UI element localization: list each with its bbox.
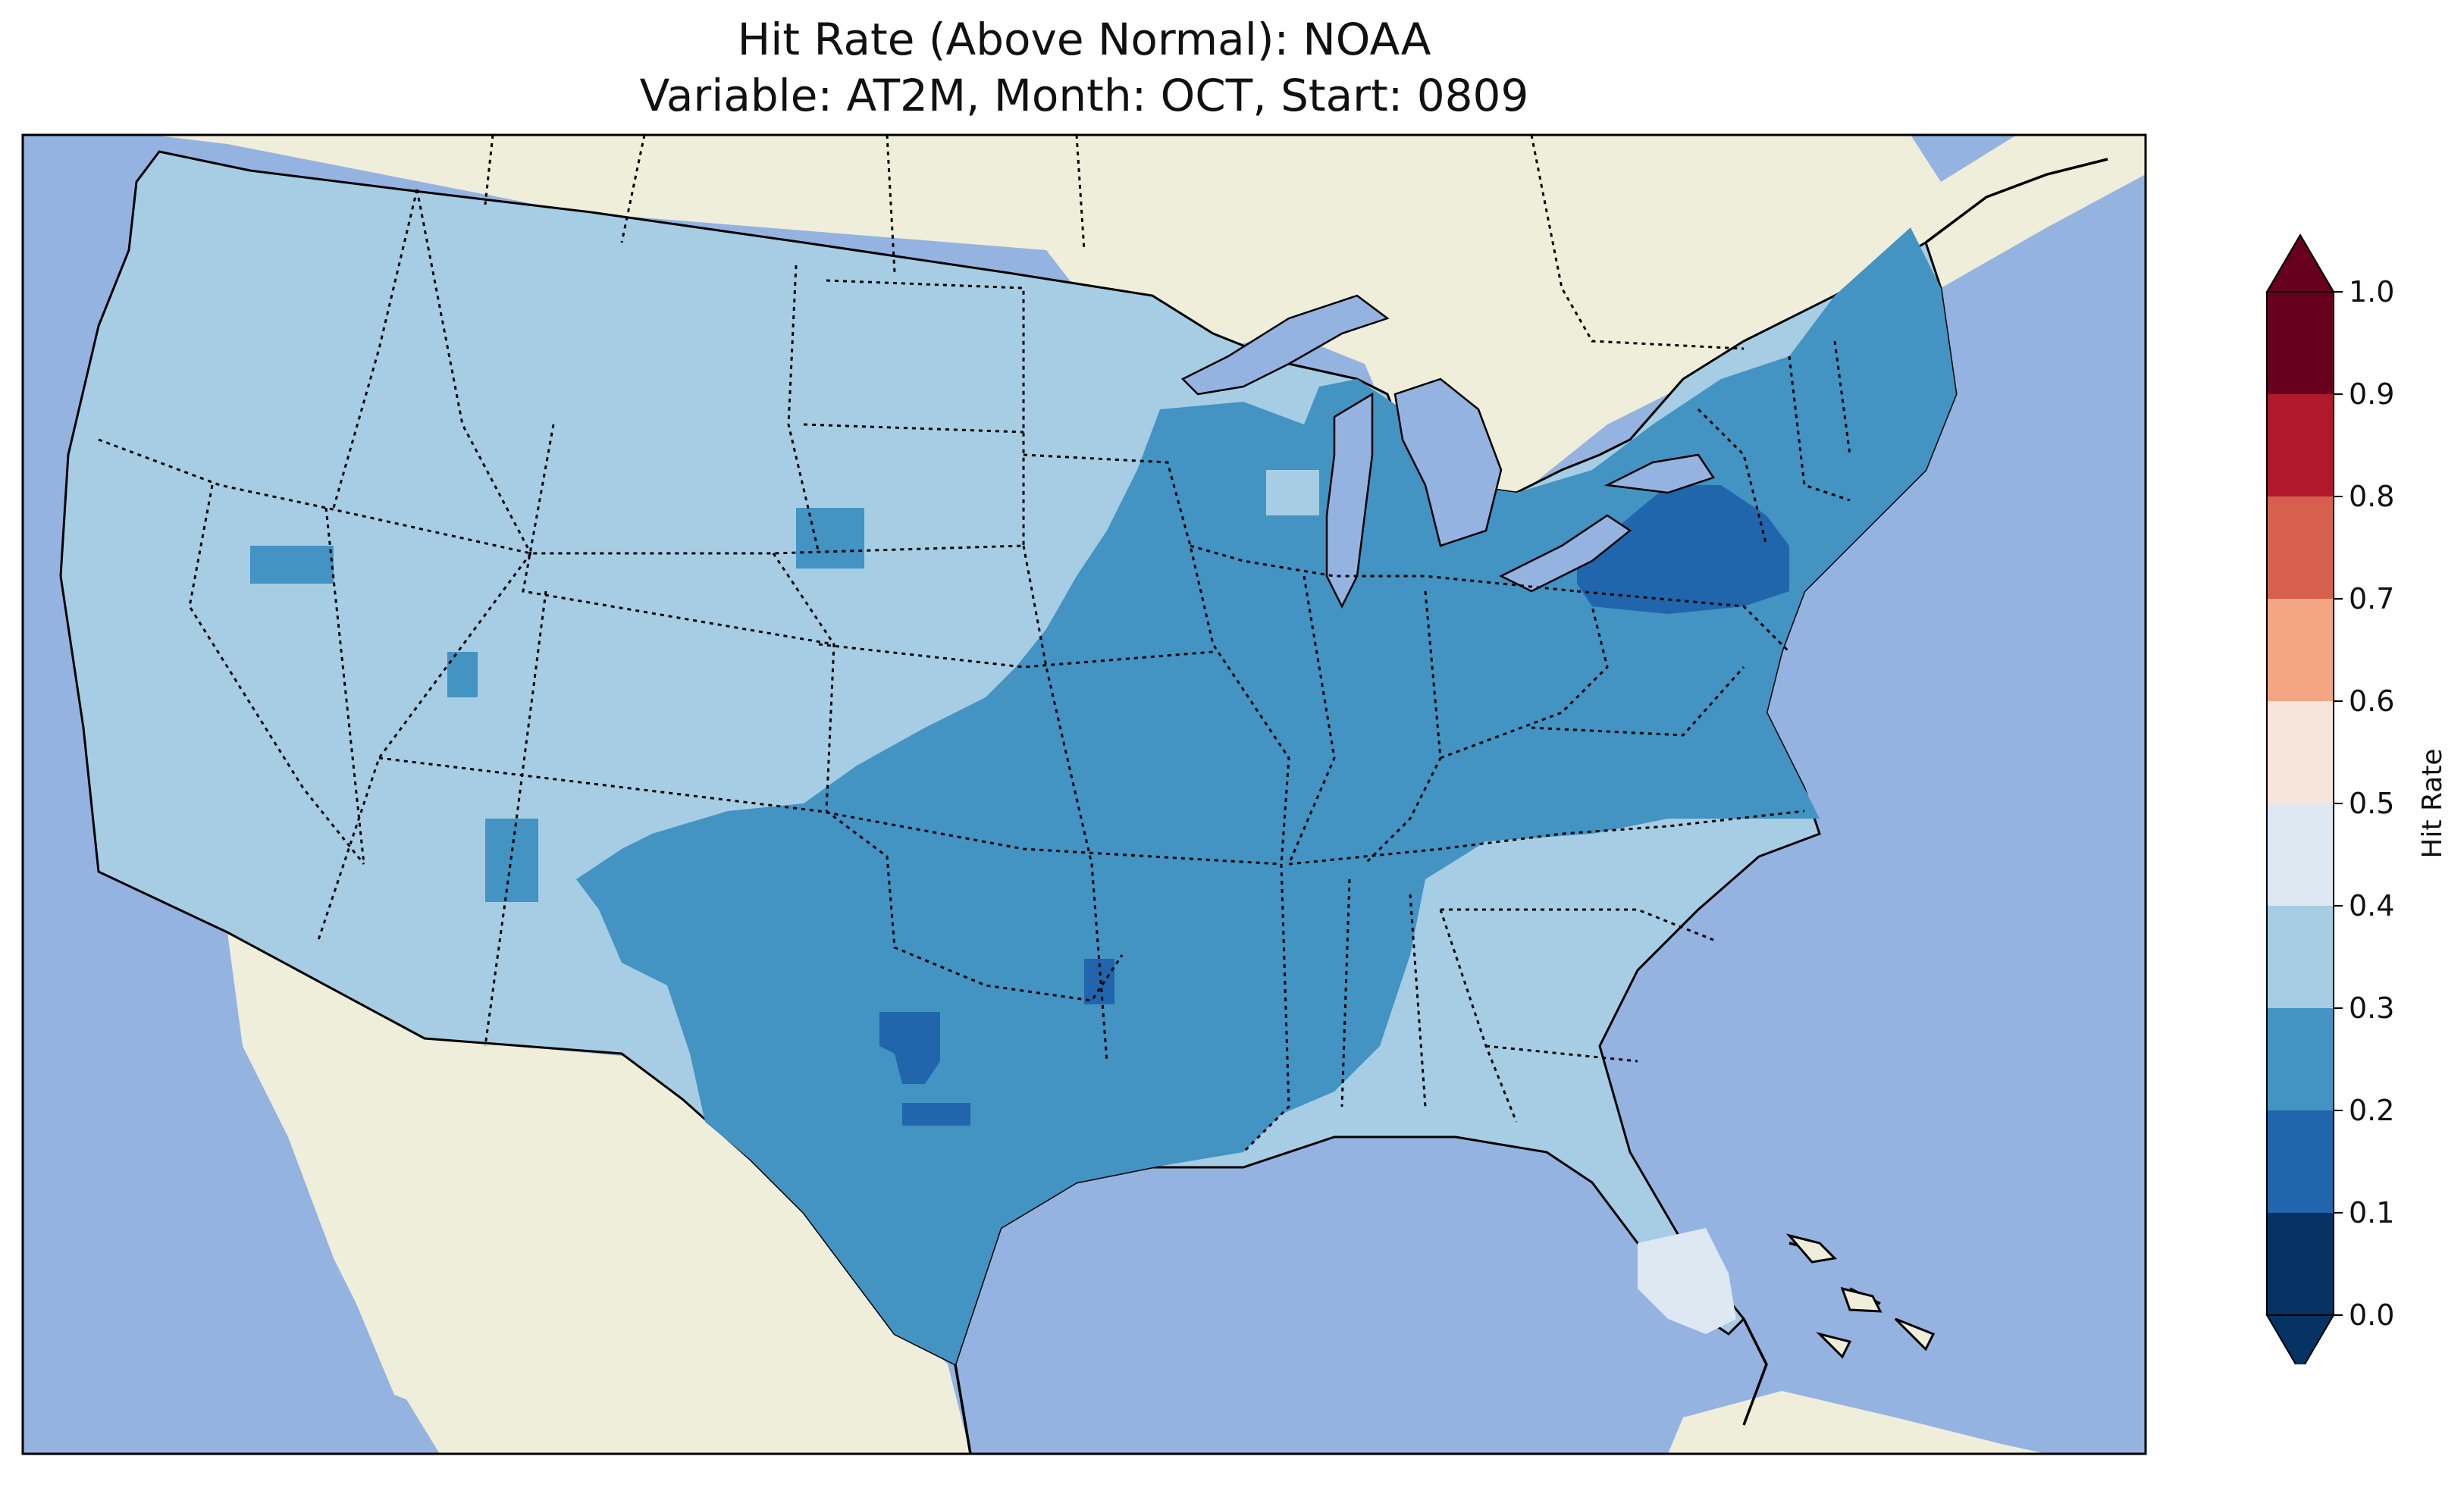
- colorbar-extend-max: [2265, 233, 2335, 293]
- lake-huron: [1393, 377, 1503, 547]
- colorbar-tick-label: 0.1: [2349, 1196, 2394, 1229]
- west-patch-2: [447, 652, 478, 697]
- colorbar-bin-2: [2267, 1008, 2334, 1110]
- colorbar-bin-9: [2267, 292, 2334, 394]
- colorbar-bin-0: [2267, 1213, 2334, 1315]
- mexico-land: [227, 932, 970, 1454]
- colorbar-tick-label: 0.9: [2349, 377, 2394, 411]
- colorbar-bins: [2265, 233, 2335, 1364]
- cuba-land: [1668, 1391, 2047, 1454]
- lake-superior: [1180, 294, 1390, 396]
- colorbar-extend-min: [2265, 1314, 2335, 1364]
- colorbar-bin-5: [2267, 701, 2334, 803]
- fl-region-lightest: [1638, 1228, 1736, 1334]
- lake-erie: [1499, 514, 1632, 593]
- colorbar-label: Hit Rate: [2417, 748, 2448, 858]
- bahamas-islands: [1785, 1233, 1936, 1359]
- map-subtitle: Variable: AT2M, Month: OCT, Start: 0809: [639, 70, 1529, 121]
- tx-patch-dark-2: [902, 1103, 970, 1126]
- colorbar-bin-6: [2267, 599, 2334, 701]
- colorbar-bin-8: [2267, 394, 2334, 496]
- colorbar-tick-label: 0.6: [2349, 684, 2394, 718]
- colorbar-tick-label: 0.0: [2349, 1298, 2394, 1332]
- baja-land: [227, 932, 432, 1410]
- lake-ontario: [1603, 453, 1715, 494]
- colorbar-bin-7: [2267, 496, 2334, 599]
- state-borders: [98, 189, 1851, 1154]
- map-title: Hit Rate (Above Normal): NOAA: [737, 14, 1431, 65]
- colorbar-bin-4: [2267, 803, 2334, 906]
- colorbar-tick-label: 0.5: [2349, 787, 2394, 820]
- west-patch-3: [796, 508, 864, 568]
- map-frame: [21, 133, 2147, 1455]
- tx-patch-dark-1: [879, 1012, 940, 1084]
- west-patch-4: [485, 819, 538, 902]
- colorbar-tick-label: 0.4: [2349, 889, 2394, 922]
- colorbar-tick-label: 1.0: [2349, 275, 2394, 309]
- lake-michigan: [1325, 392, 1374, 609]
- colorbar: 0.0 0.1 0.2 0.3 0.4 0.5 0.6 0.7 0.8 0.9 1.0 Hit Ra…: [2265, 233, 2448, 1364]
- west-patch-1: [250, 546, 334, 584]
- canada-land: [152, 135, 2146, 591]
- colorbar-tick-label: 0.8: [2349, 480, 2394, 513]
- mi-patch-light: [1266, 470, 1319, 515]
- pa-region-dark: [1577, 485, 1789, 614]
- colorbar-bin-3: [2267, 906, 2334, 1008]
- canada-borders: [484, 135, 1745, 350]
- colorbar-tick-label: 0.2: [2349, 1094, 2394, 1127]
- colorbar-bin-1: [2267, 1110, 2334, 1213]
- colorbar-tick-label: 0.3: [2349, 991, 2394, 1025]
- colorbar-tick-label: 0.7: [2349, 582, 2394, 615]
